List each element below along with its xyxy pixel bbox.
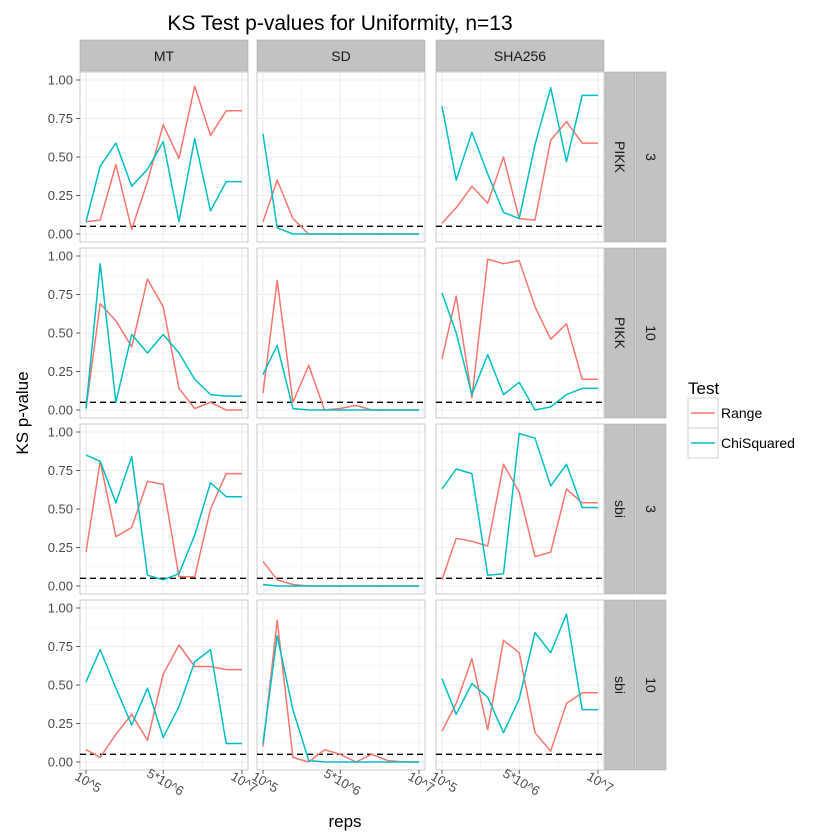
- column-strip-label: MT: [154, 48, 175, 64]
- y-tick-label: 1.00: [48, 249, 73, 264]
- row-strip: [635, 247, 667, 419]
- y-tick-label: 0.00: [48, 403, 73, 418]
- legend: Test Range ChiSquared: [687, 379, 795, 459]
- y-tick-label: 0.75: [48, 287, 73, 302]
- facet-panel: [79, 247, 249, 419]
- row-strip-label: PIKK: [612, 317, 628, 350]
- series-line-range: [441, 639, 598, 752]
- row-strip: [635, 423, 667, 595]
- panels-layer: MT SD SHA256 PIKK 3 PIKK 10 sbi 3 sbi 10 0.00 0.25 0.…: [48, 39, 667, 799]
- row-strip-label: 3: [643, 505, 659, 513]
- y-axis-title: KS p-value: [13, 371, 32, 454]
- facet-panel: [79, 71, 249, 243]
- series-line-chisquared: [262, 583, 419, 587]
- row-strip: [604, 423, 636, 595]
- row-strip: [635, 71, 667, 243]
- column-strip-label: SD: [331, 48, 350, 64]
- facet-panel: [79, 423, 249, 595]
- series-line-chisquared: [262, 133, 419, 235]
- y-tick-label: 0.25: [48, 188, 73, 203]
- column-strip: [256, 39, 426, 72]
- y-tick-label: 0.25: [48, 364, 73, 379]
- y-tick-label: 1.00: [48, 73, 73, 88]
- y-tick-label: 0.00: [48, 227, 73, 242]
- series-line-range: [85, 460, 242, 578]
- row-strip-label: PIKK: [612, 141, 628, 174]
- x-tick-label: 5*10^6: [144, 766, 186, 799]
- x-tick-label: 5*10^6: [321, 766, 363, 799]
- chart-title: KS Test p-values for Uniformity, n=13: [167, 12, 512, 35]
- y-tick-label: 0.50: [48, 326, 73, 341]
- series-line-range: [85, 644, 242, 759]
- column-strip: [79, 39, 249, 72]
- series-line-chisquared: [441, 613, 598, 734]
- x-tick-label: 5*10^6: [500, 766, 542, 799]
- y-tick-label: 0.50: [48, 150, 73, 165]
- row-strip-label: sbi: [612, 676, 628, 694]
- row-strip: [604, 247, 636, 419]
- y-tick-label: 0.25: [48, 540, 73, 555]
- row-strip: [635, 599, 667, 771]
- column-strip-label: SHA256: [494, 48, 546, 64]
- x-tick-label: 10^5: [428, 769, 460, 796]
- facet-panel: [256, 247, 426, 419]
- row-strip-label: sbi: [612, 500, 628, 518]
- facet-panel: [435, 247, 605, 419]
- row-strip: [604, 71, 636, 243]
- facet-panel: [256, 423, 426, 595]
- row-strip-label: 10: [643, 677, 659, 693]
- facet-panel: [79, 599, 249, 771]
- y-tick-label: 0.00: [48, 755, 73, 770]
- facet-panel: [435, 599, 605, 771]
- x-axis-title: reps: [328, 812, 361, 831]
- series-line-chisquared: [441, 432, 598, 576]
- series-line-chisquared: [441, 292, 598, 411]
- series-line-chisquared: [85, 262, 242, 409]
- y-tick-label: 1.00: [48, 425, 73, 440]
- series-line-chisquared: [262, 634, 419, 763]
- facet-panel: [435, 423, 605, 595]
- series-line-range: [85, 278, 242, 411]
- legend-label: ChiSquared: [721, 435, 795, 451]
- y-tick-label: 0.00: [48, 579, 73, 594]
- y-tick-label: 1.00: [48, 601, 73, 616]
- y-tick-label: 0.75: [48, 639, 73, 654]
- y-tick-label: 0.25: [48, 716, 73, 731]
- series-line-range: [441, 258, 598, 399]
- series-line-range: [262, 619, 419, 763]
- y-tick-label: 0.50: [48, 502, 73, 517]
- series-line-range: [441, 463, 598, 581]
- x-tick-label: 10^5: [72, 769, 104, 796]
- series-line-chisquared: [85, 648, 242, 745]
- series-line-chisquared: [441, 86, 598, 220]
- series-line-chisquared: [85, 137, 242, 223]
- y-tick-label: 0.75: [48, 111, 73, 126]
- x-tick-label: 10^7: [584, 769, 616, 796]
- legend-title: Test: [688, 379, 719, 398]
- legend-label: Range: [721, 405, 762, 421]
- series-line-range: [85, 85, 242, 231]
- facet-panel: [256, 599, 426, 771]
- y-tick-label: 0.50: [48, 678, 73, 693]
- column-strip: [435, 39, 605, 72]
- y-tick-label: 0.75: [48, 463, 73, 478]
- row-strip: [604, 599, 636, 771]
- facet-panel: [256, 71, 426, 243]
- series-line-chisquared: [85, 454, 242, 581]
- series-line-chisquared: [262, 344, 419, 411]
- facet-panel: [435, 71, 605, 243]
- row-strip-label: 3: [643, 153, 659, 161]
- row-strip-label: 10: [643, 325, 659, 341]
